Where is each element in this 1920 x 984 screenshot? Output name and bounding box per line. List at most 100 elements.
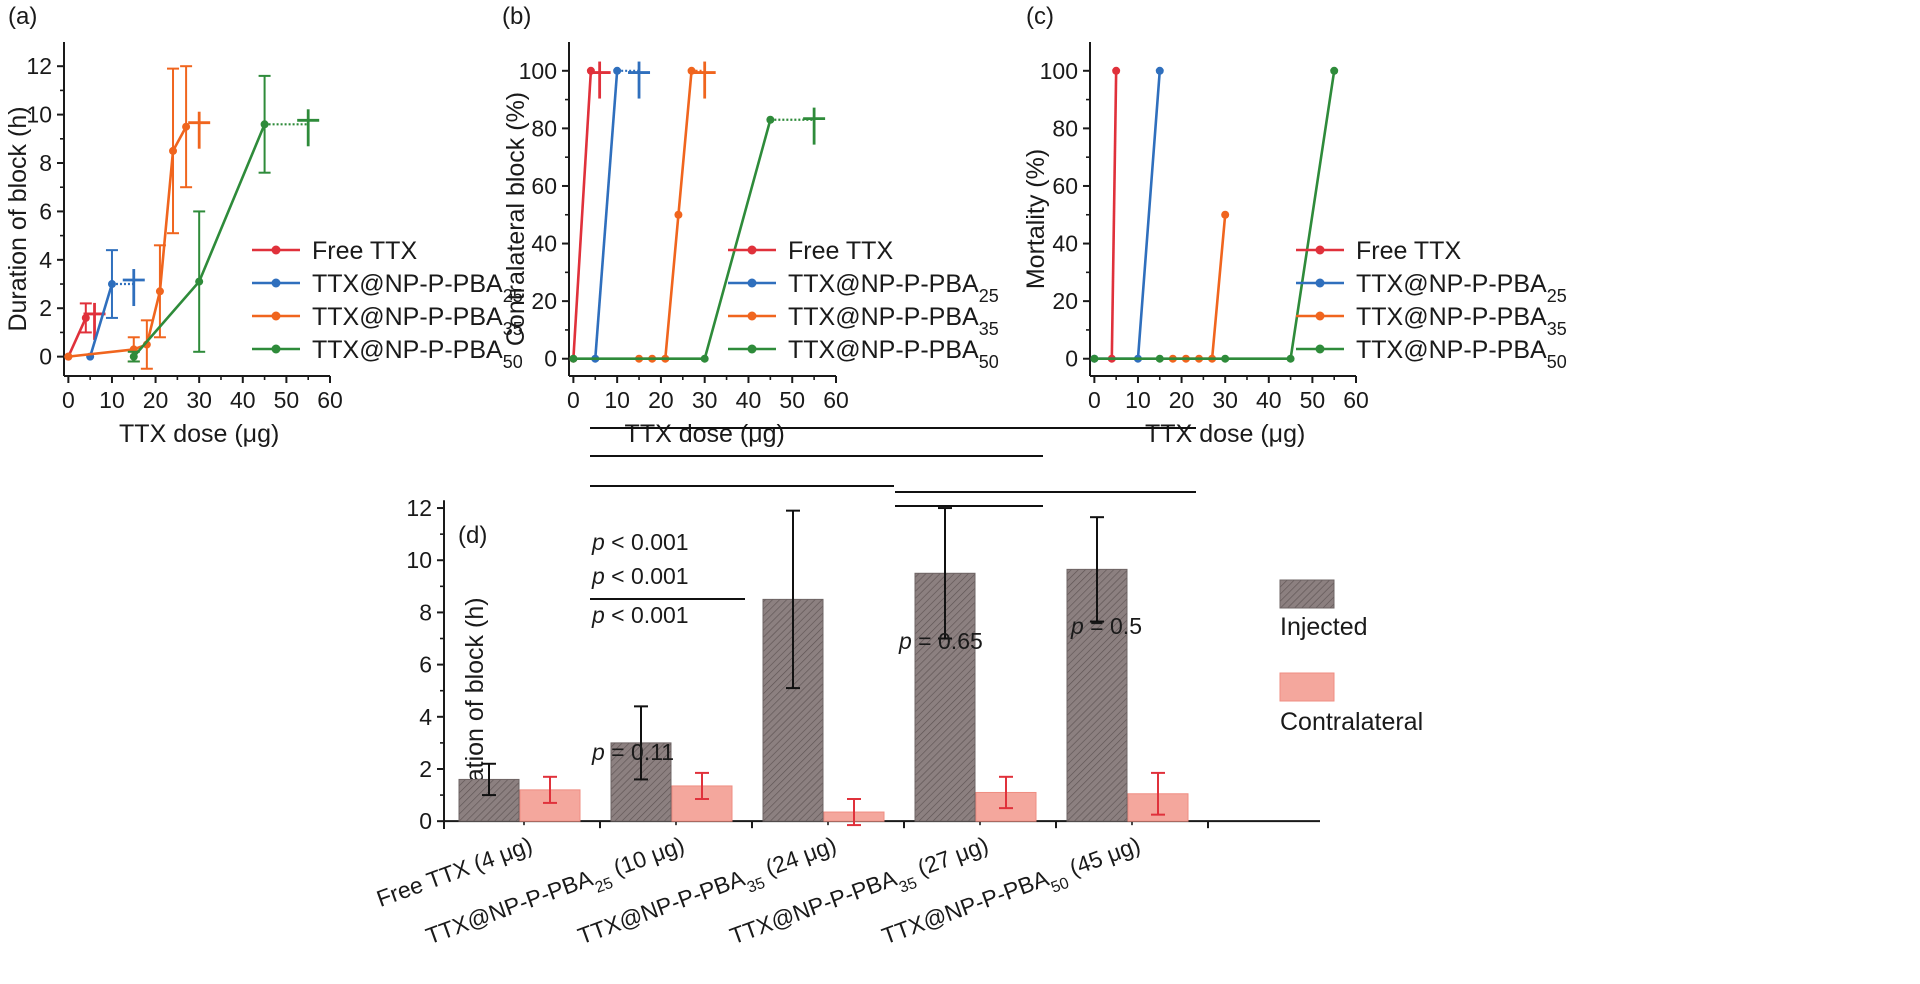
- x-axis-title: TTX dose (μg): [1145, 420, 1305, 448]
- panel-label: (c): [1026, 3, 1054, 30]
- y-tick-label: 80: [531, 115, 557, 141]
- legend-label: TTX@NP-P-PBA50: [312, 336, 523, 372]
- death-dagger: [803, 107, 826, 145]
- y-tick-label: 8: [419, 599, 432, 625]
- x-tick-label: 30: [692, 387, 718, 413]
- x-tick-label: 10: [99, 387, 125, 413]
- category-label: TTX@NP-P-PBA35 (24 μg): [574, 831, 842, 956]
- y-tick-label: 4: [39, 247, 52, 273]
- data-point: [64, 352, 73, 361]
- data-point: [1155, 66, 1164, 75]
- y-tick-label: 20: [531, 288, 557, 314]
- legend-label: TTX@NP-P-PBA25: [312, 270, 523, 306]
- x-tick-label: 40: [736, 387, 762, 413]
- legend-label: Free TTX: [312, 237, 417, 265]
- y-axis-title: Duration of block (h): [4, 106, 32, 331]
- death-dagger: [297, 109, 320, 147]
- series-free_ttx: [1107, 66, 1121, 363]
- category-label: TTX@NP-P-PBA35 (27 μg): [726, 831, 994, 956]
- legend-swatch-dot: [271, 245, 281, 255]
- data-point: [155, 287, 164, 296]
- y-tick-label: 40: [1052, 231, 1078, 257]
- x-tick-label: 0: [62, 387, 75, 413]
- data-point: [1330, 66, 1339, 75]
- y-axis-title: Mortality (%): [1022, 149, 1050, 289]
- x-tick-label: 20: [648, 387, 674, 413]
- y-tick-label: 0: [39, 344, 52, 370]
- y-axis-title: Contralateral block (%): [502, 92, 530, 346]
- x-tick-label: 0: [1088, 387, 1101, 413]
- panel-a: (a) 0 2 4 6 8 10 12 0 10 20 30 40 50 60 TTX dose (μg) Du…: [4, 3, 523, 448]
- y-tick-label: 12: [26, 53, 52, 79]
- death-dagger: [588, 61, 611, 99]
- legend: Free TTX TTX@NP-P-PBA25TTX@NP-P-PBA35TTX@…: [1296, 237, 1567, 372]
- x-tick-label: 0: [567, 387, 580, 413]
- legend-swatch-dot: [1315, 245, 1325, 255]
- legend-swatch-dot: [271, 278, 281, 288]
- legend-swatch-injected: [1279, 579, 1335, 609]
- legend-swatch-dot: [747, 344, 757, 354]
- death-dagger: [122, 269, 145, 307]
- x-tick-label: 60: [1343, 387, 1369, 413]
- series-line: [1094, 70, 1162, 361]
- data-point: [169, 146, 178, 155]
- data-point: [700, 354, 709, 363]
- panel-b: (b) 0 20 40 60 80 100 0 10 20 30 40 50 60 TTX dose (μg…: [502, 3, 999, 448]
- data-point: [674, 210, 683, 219]
- y-tick-label: 4: [419, 704, 432, 730]
- x-tick-label: 50: [1300, 387, 1326, 413]
- legend-label: TTX@NP-P-PBA50: [1356, 336, 1567, 372]
- series-pba35: [1168, 210, 1230, 363]
- panel-c: (c) 0 20 40 60 80 100 0 10 20 30 40 50 60 TTX dose (μg…: [1022, 3, 1567, 448]
- series-pba50: [569, 107, 826, 363]
- legend: Free TTX TTX@NP-P-PBA25TTX@NP-P-PBA35TTX@…: [252, 237, 523, 372]
- legend-label: TTX@NP-P-PBA25: [1356, 270, 1567, 306]
- series-pba35: [64, 65, 211, 370]
- y-tick-label: 100: [1040, 58, 1078, 84]
- series-pba50: [1090, 66, 1339, 363]
- y-tick-label: 0: [1065, 346, 1078, 372]
- series-pba35: [635, 61, 716, 363]
- panel-label: (a): [8, 3, 37, 30]
- data-point: [1221, 354, 1230, 363]
- x-tick-label: 20: [1169, 387, 1195, 413]
- legend: Free TTX TTX@NP-P-PBA25TTX@NP-P-PBA35TTX@…: [728, 237, 999, 372]
- y-tick-label: 100: [519, 58, 557, 84]
- data-point: [1286, 354, 1295, 363]
- category-label: TTX@NP-P-PBA50 (45 μg): [878, 831, 1146, 956]
- x-tick-label: 60: [317, 387, 343, 413]
- x-axis-title: TTX dose (μg): [119, 420, 279, 448]
- series-line: [572, 70, 593, 359]
- y-tick-label: 20: [1052, 288, 1078, 314]
- x-tick-label: 50: [779, 387, 805, 413]
- comparison-label: p < 0.001: [591, 602, 689, 628]
- x-tick-label: 40: [1256, 387, 1282, 413]
- comparison-label: p < 0.001: [591, 563, 689, 589]
- series-free_ttx: [569, 61, 611, 363]
- series-line: [67, 317, 87, 358]
- y-tick-label: 80: [1052, 115, 1078, 141]
- comparison-label: p = 0.11: [591, 739, 674, 765]
- comparison-label: p < 0.001: [591, 529, 689, 555]
- data-point: [1155, 354, 1164, 363]
- y-tick-label: 60: [1052, 173, 1078, 199]
- legend-label: Free TTX: [1356, 237, 1461, 265]
- series-line: [573, 119, 772, 361]
- y-tick-label: 6: [419, 652, 432, 678]
- death-dagger: [693, 61, 716, 99]
- data-point: [1221, 210, 1230, 219]
- series-line: [1110, 70, 1118, 359]
- y-tick-label: 2: [419, 756, 432, 782]
- x-tick-label: 30: [186, 387, 212, 413]
- x-tick-label: 10: [604, 387, 630, 413]
- legend-swatch-dot: [271, 311, 281, 321]
- death-dagger: [188, 111, 211, 149]
- series-pba25: [1090, 66, 1164, 363]
- data-point: [195, 277, 204, 286]
- series-line: [68, 126, 188, 358]
- legend-swatch-dot: [1315, 278, 1325, 288]
- y-tick-label: 2: [39, 295, 52, 321]
- y-tick-label: 12: [406, 495, 432, 521]
- legend-label: Free TTX: [788, 237, 893, 265]
